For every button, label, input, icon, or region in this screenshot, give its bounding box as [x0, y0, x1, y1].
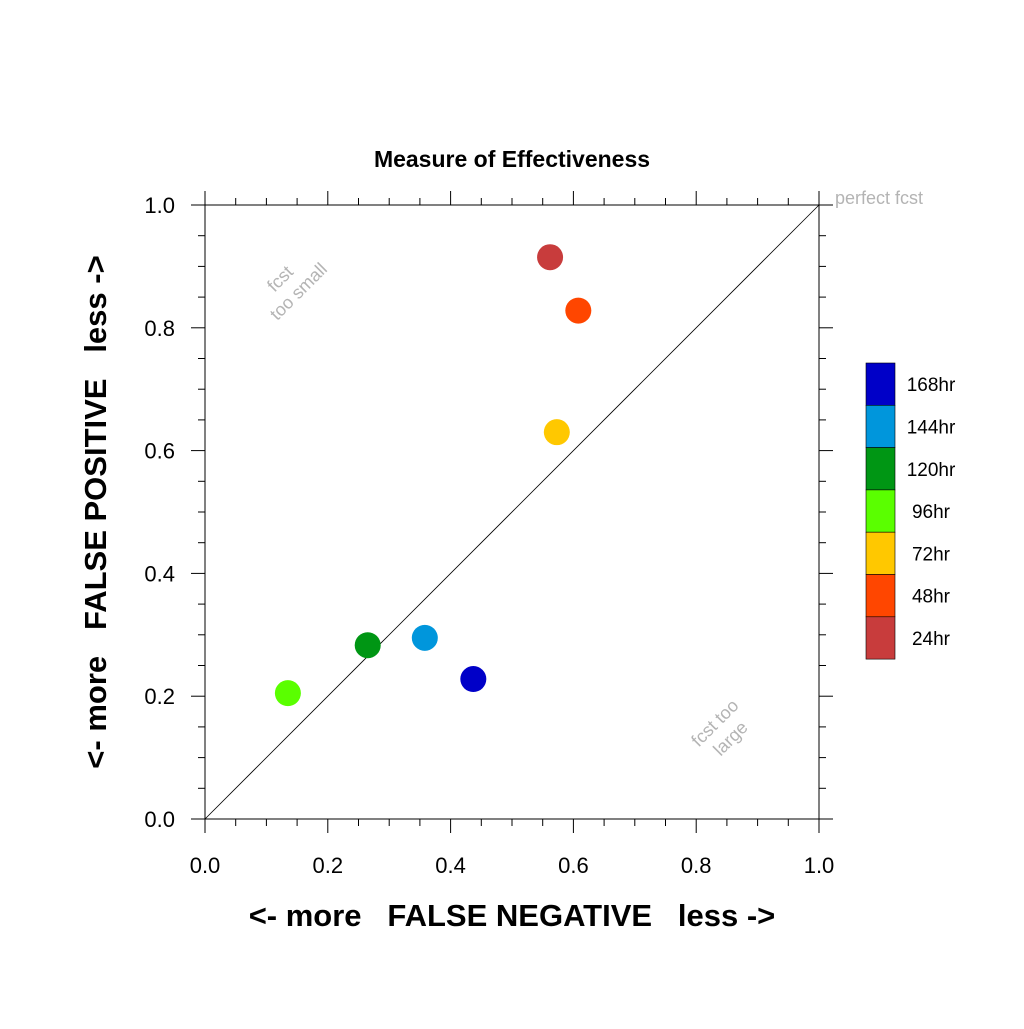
legend-label-72hr: 72hr — [912, 544, 951, 565]
data-point-96hr — [274, 680, 301, 707]
chart-title: Measure of Effectiveness — [374, 146, 650, 172]
data-points — [274, 244, 592, 707]
legend-swatch-24hr — [865, 616, 896, 660]
y-tick-label: 0.2 — [144, 684, 175, 709]
x-tick-label: 0.6 — [558, 853, 589, 878]
axes: 0.0 0.2 0.4 0.6 0.8 1.0 0.0 0.2 0.4 0.6 0.8 1.0 — [144, 191, 834, 878]
y-tick-label: 1.0 — [144, 193, 175, 218]
y-tick-label: 0.6 — [144, 439, 175, 464]
annotation-top-left: fcst too small — [263, 259, 331, 324]
legend-label-96hr: 96hr — [912, 502, 951, 523]
x-tick-label: 0.4 — [435, 853, 466, 878]
x-axis-title: <- more FALSE NEGATIVE less -> — [249, 898, 776, 933]
x-tick-label: 0.2 — [313, 853, 344, 878]
annotation-bottom-right: fcst too large — [687, 695, 751, 759]
data-point-144hr — [411, 624, 438, 651]
data-point-48hr — [565, 297, 592, 324]
legend-swatch-72hr — [865, 531, 896, 575]
legend-label-168hr: 168hr — [907, 375, 956, 396]
legend-swatch-144hr — [865, 404, 896, 448]
diagonal-line-group — [204, 204, 820, 820]
legend-label-24hr: 24hr — [912, 629, 951, 650]
y-tick-label: 0.4 — [144, 561, 175, 586]
legend-swatch-120hr — [865, 447, 896, 491]
legend-label-144hr: 144hr — [907, 417, 956, 438]
legend-swatch-168hr — [865, 362, 896, 406]
diagonal-line — [204, 204, 820, 820]
data-point-72hr — [543, 419, 570, 446]
x-tick-label: 0.0 — [190, 853, 221, 878]
legend-swatch-96hr — [865, 489, 896, 533]
legend-label-120hr: 120hr — [907, 460, 956, 481]
data-point-24hr — [537, 244, 564, 271]
x-tick-label: 1.0 — [804, 853, 835, 878]
annotation-perfect-fcst: perfect fcst — [835, 188, 923, 208]
y-axis-title: <- more FALSE POSITIVE less -> — [78, 255, 113, 768]
data-point-168hr — [460, 666, 487, 693]
x-tick-label: 0.8 — [681, 853, 712, 878]
data-point-120hr — [354, 632, 381, 659]
y-tick-label: 0.0 — [144, 807, 175, 832]
legend-swatch-48hr — [865, 574, 896, 618]
y-tick-label: 0.8 — [144, 316, 175, 341]
legend-label-48hr: 48hr — [912, 587, 951, 608]
legend: 168hr 144hr 120hr 96hr 72hr 48hr 24hr — [865, 362, 956, 660]
